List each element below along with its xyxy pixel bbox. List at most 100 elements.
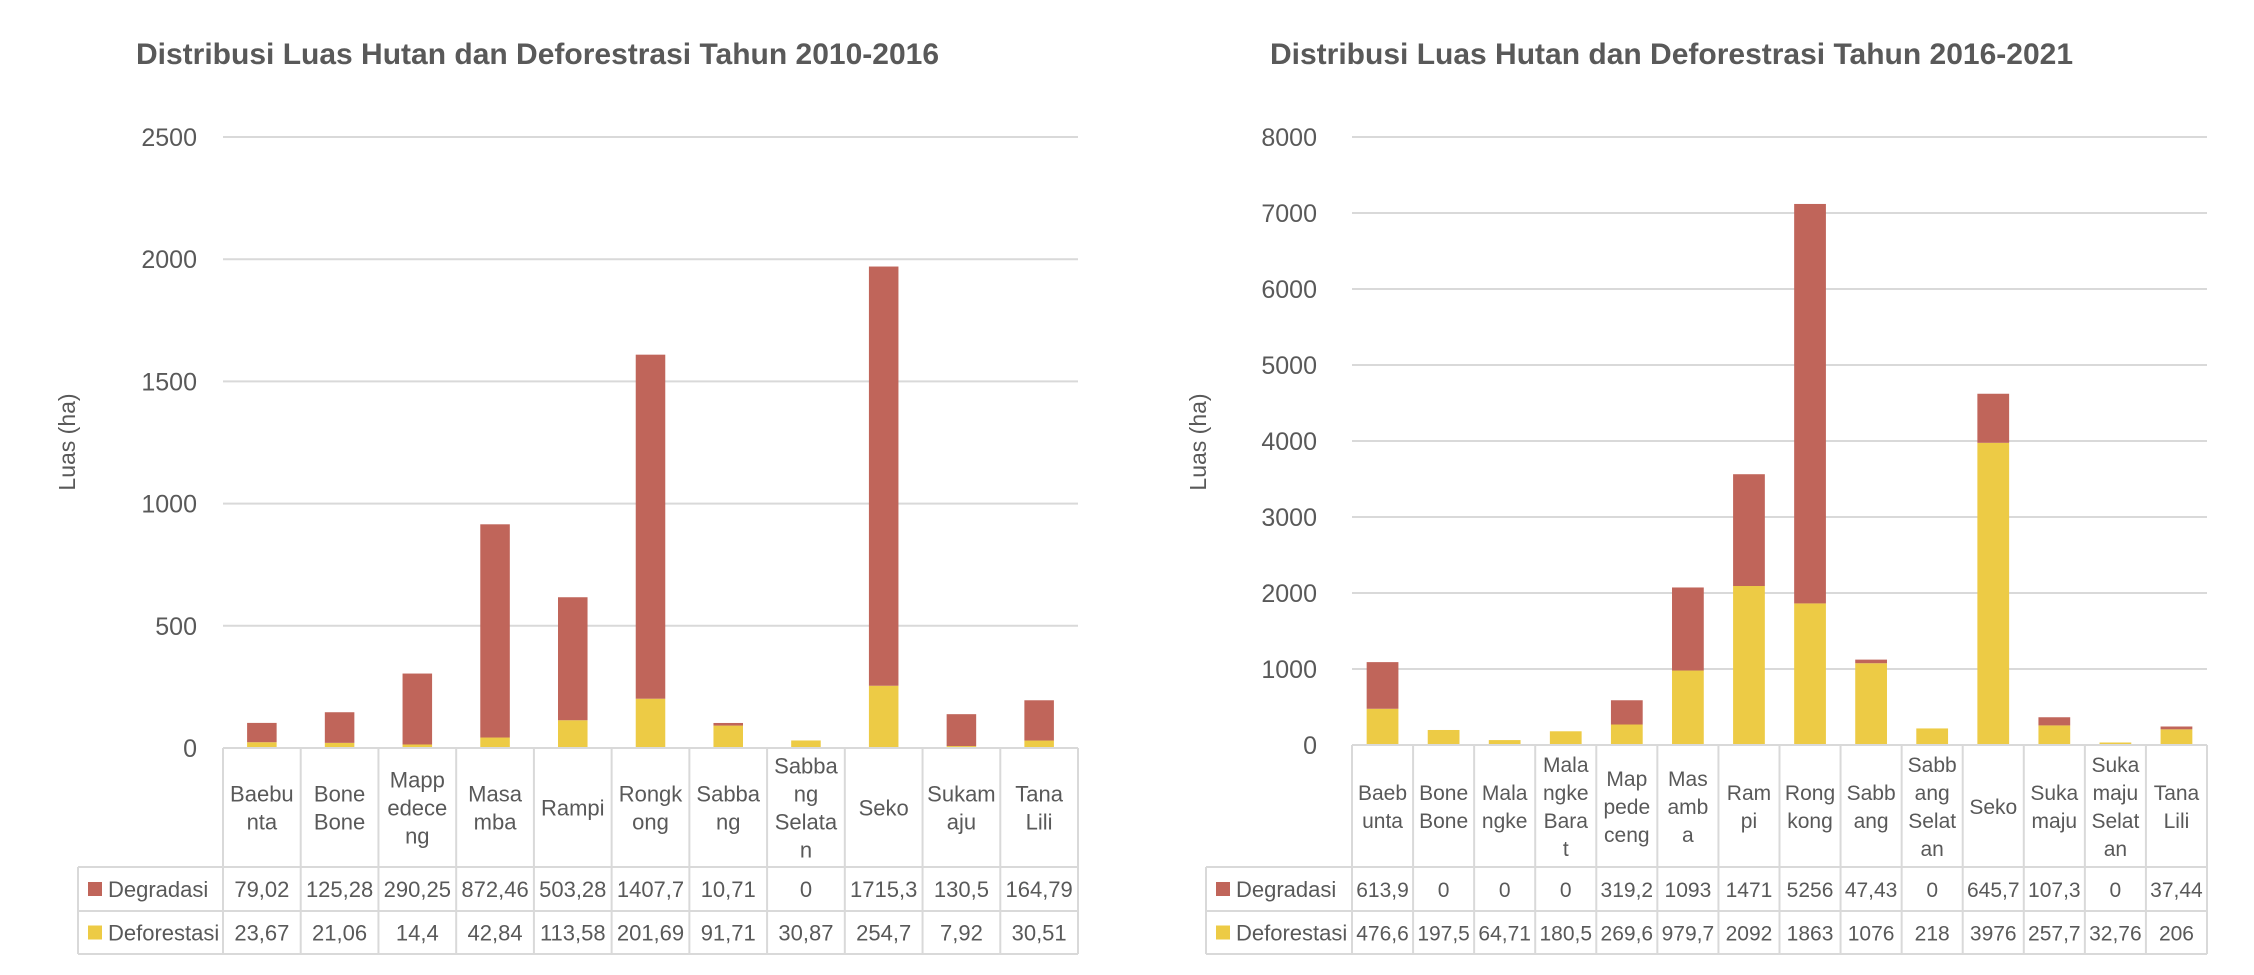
data-table-value: 645,7 <box>1967 879 2020 902</box>
category-label: Mala ngke <box>1482 782 1528 833</box>
y-axis-label: Luas (ha) <box>1185 393 1211 490</box>
y-tick-label: 7000 <box>1261 200 1317 228</box>
bar-deforestasi <box>1672 670 1704 745</box>
data-table-value: 107,3 <box>2028 879 2081 902</box>
bar-deforestasi <box>868 685 899 748</box>
y-tick-label: 1500 <box>141 368 197 396</box>
y-tick-label: 0 <box>183 735 197 763</box>
y-tick-label: 4000 <box>1261 428 1317 456</box>
bar-deforestasi <box>1366 708 1399 745</box>
bar-degradasi <box>635 354 666 699</box>
legend-key <box>1216 882 1230 896</box>
legend-key <box>88 882 102 896</box>
chart-panel-2010-2016: Distribusi Luas Hutan dan Deforestrasi T… <box>54 38 1079 955</box>
y-tick-label: 6000 <box>1261 276 1317 304</box>
data-table-value: 201,69 <box>617 921 684 946</box>
bar-degradasi <box>2038 717 2071 726</box>
data-table-value: 1076 <box>1848 923 1895 946</box>
bar-degradasi <box>1794 203 1826 604</box>
data-table-value: 125,28 <box>306 877 373 902</box>
bar-deforestasi <box>324 742 355 748</box>
bar-deforestasi <box>2038 725 2071 745</box>
bar-deforestasi <box>558 720 588 748</box>
data-table-value: 37,44 <box>2150 879 2203 902</box>
bar-deforestasi <box>635 698 666 748</box>
data-table-value: 0 <box>1438 879 1450 902</box>
data-table-value: 30,51 <box>1012 921 1067 946</box>
data-table-value: 1715,3 <box>850 877 917 902</box>
bar-deforestasi <box>1794 603 1826 745</box>
data-table-value: 197,5 <box>1417 923 1470 946</box>
data-table-value: 613,9 <box>1356 879 1409 902</box>
bar-deforestasi <box>1427 729 1460 745</box>
bar-deforestasi <box>2160 729 2193 745</box>
bar-degradasi <box>480 524 510 738</box>
data-table-value: 218 <box>1915 923 1950 946</box>
data-table-value: 2092 <box>1726 923 1773 946</box>
bar-degradasi <box>868 266 899 686</box>
bar-deforestasi <box>402 744 433 748</box>
chart-panel-2016-2021: Distribusi Luas Hutan dan Deforestrasi T… <box>1127 0 2254 975</box>
y-tick-label: 5000 <box>1261 352 1317 380</box>
category-label: Rampi <box>541 796 605 821</box>
data-table-value: 23,67 <box>234 921 289 946</box>
data-table-value: 21,06 <box>312 921 367 946</box>
bar-deforestasi <box>1977 442 2010 745</box>
legend-series-name: Deforestasi <box>108 921 219 946</box>
data-table-value: 290,25 <box>384 877 451 902</box>
bar-deforestasi <box>480 737 510 748</box>
data-table-value: 3976 <box>1970 923 2017 946</box>
data-table-value: 319,2 <box>1601 879 1654 902</box>
data-table-value: 269,6 <box>1601 923 1654 946</box>
bar-degradasi <box>1733 474 1765 587</box>
bar-degradasi <box>713 722 743 726</box>
data-table-value: 0 <box>800 877 812 902</box>
bar-degradasi <box>946 714 977 747</box>
bar-deforestasi <box>1733 586 1765 745</box>
category-label: Tana Lili <box>1015 782 1063 835</box>
data-table-value: 5256 <box>1787 879 1834 902</box>
category-label: Bone Bone <box>1419 782 1468 833</box>
legend-series-name: Deforestasi <box>1236 921 1347 946</box>
data-table-value: 0 <box>2110 879 2122 902</box>
category-label: Suka maju Selat an <box>2091 754 2139 861</box>
bar-degradasi <box>558 597 588 721</box>
data-table-value: 14,4 <box>396 921 439 946</box>
data-table-value: 42,84 <box>468 921 523 946</box>
legend-key <box>1216 925 1230 940</box>
data-table-value: 79,02 <box>234 877 289 902</box>
legend-series-name: Degradasi <box>1236 877 1336 902</box>
category-label: Seko <box>1969 796 2017 819</box>
data-table-value: 1863 <box>1787 923 1834 946</box>
y-tick-label: 1000 <box>1261 656 1317 684</box>
data-table-value: 130,5 <box>934 877 989 902</box>
data-table-value: 180,5 <box>1539 923 1592 946</box>
bar-deforestasi <box>713 725 743 748</box>
data-table-value: 164,79 <box>1005 877 1072 902</box>
bar-deforestasi <box>1855 663 1887 745</box>
y-tick-label: 500 <box>155 613 197 641</box>
category-label: Bone Bone <box>314 782 365 835</box>
data-table-value: 0 <box>1926 879 1938 902</box>
bar-degradasi <box>1855 659 1887 664</box>
y-tick-label: 2500 <box>141 124 197 152</box>
data-table-value: 47,43 <box>1845 879 1898 902</box>
stacked-bar-chart-2010-2016: 0 500 1000 1500 2000 2500 Luas (ha) Baebu nta Bon… <box>54 124 1079 955</box>
data-table-value: 64,71 <box>1478 923 1531 946</box>
y-tick-label: 1000 <box>141 491 197 519</box>
bar-deforestasi <box>1610 724 1643 745</box>
bar-degradasi <box>324 712 355 743</box>
data-table-value: 0 <box>1560 879 1572 902</box>
bar-deforestasi <box>1488 740 1521 745</box>
data-table-value: 1407,7 <box>617 877 684 902</box>
